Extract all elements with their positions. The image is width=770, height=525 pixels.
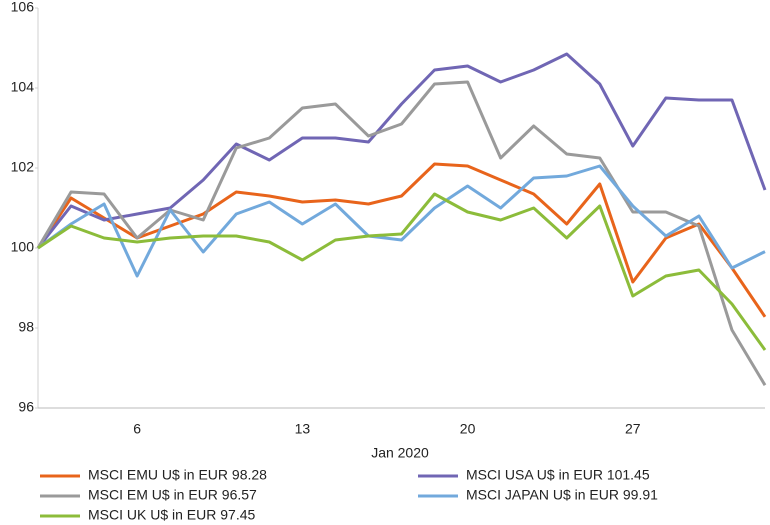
series-line <box>36 52 767 249</box>
y-tick-label: 102 <box>11 159 35 175</box>
legend-label: MSCI USA U$ in EUR 101.45 <box>466 467 650 483</box>
x-axis-label: Jan 2020 <box>371 445 429 461</box>
y-tick-label: 106 <box>11 0 35 15</box>
legend-label: MSCI EMU U$ in EUR 98.28 <box>88 467 267 483</box>
y-tick-label: 96 <box>18 399 34 415</box>
x-tick-label: 6 <box>133 421 141 437</box>
x-tick-label: 20 <box>460 421 476 437</box>
legend-label: MSCI JAPAN U$ in EUR 99.91 <box>466 487 658 503</box>
y-tick-label: 100 <box>11 239 35 255</box>
y-tick-label: 104 <box>11 79 35 95</box>
legend-label: MSCI EM U$ in EUR 96.57 <box>88 487 257 503</box>
series-line <box>36 80 767 386</box>
x-tick-label: 13 <box>295 421 311 437</box>
legend-label: MSCI UK U$ in EUR 97.45 <box>88 507 255 523</box>
x-tick-label: 27 <box>625 421 641 437</box>
series-line <box>37 164 766 278</box>
series-line <box>37 192 767 351</box>
y-tick-label: 98 <box>18 319 34 335</box>
